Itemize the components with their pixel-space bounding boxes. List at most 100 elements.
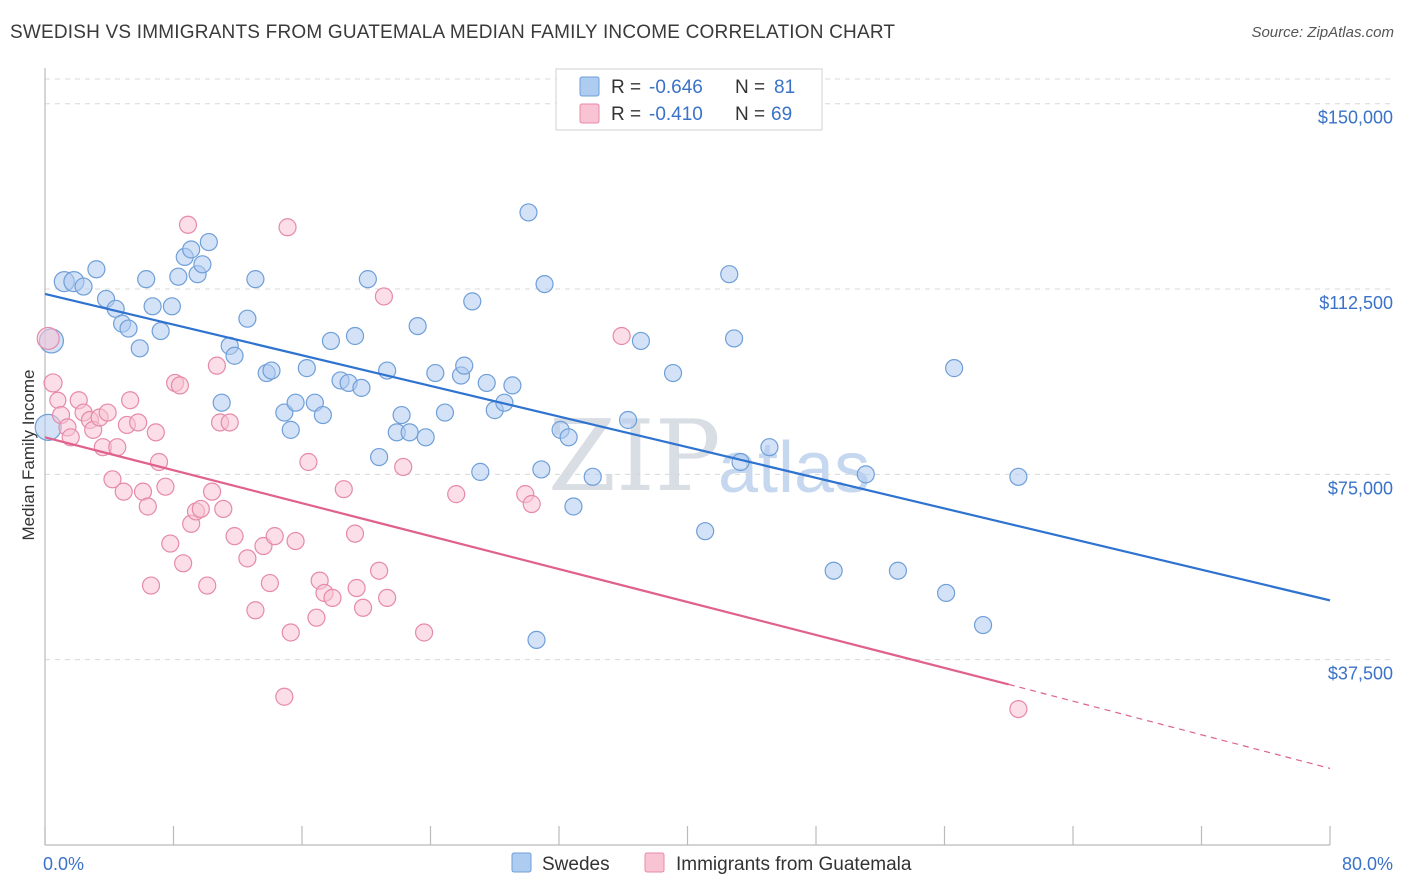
swedes-point bbox=[119, 319, 138, 338]
guatemala-point bbox=[353, 598, 373, 617]
grid-lines bbox=[45, 78, 1395, 661]
legend-n-value-guatemala: 69 bbox=[771, 104, 792, 125]
guatemala-point bbox=[214, 499, 233, 519]
swedes-point bbox=[1009, 467, 1028, 486]
legend-r-value-guatemala: -0.410 bbox=[649, 104, 703, 125]
guatemala-point bbox=[275, 687, 294, 706]
swedes-point bbox=[162, 297, 181, 316]
legend-box bbox=[555, 68, 823, 131]
guatemala-point bbox=[36, 326, 60, 351]
swedes-point bbox=[559, 428, 578, 447]
x-tick-labels: 0.0% 80.0% bbox=[43, 854, 1393, 874]
guatemala-point bbox=[103, 470, 122, 489]
legend-n-label-swedes: N = bbox=[735, 77, 765, 98]
legend-r-label-swedes: R = bbox=[611, 77, 641, 98]
series-legend: Swedes Immigrants from Guatemala bbox=[511, 852, 912, 875]
swedes-point bbox=[416, 428, 435, 447]
swedes-point bbox=[74, 277, 93, 296]
y-tick-label: $150,000 bbox=[1318, 108, 1393, 128]
swedes-point bbox=[760, 438, 779, 457]
guatemala-point bbox=[394, 457, 413, 477]
swedes-point bbox=[463, 292, 482, 311]
guatemala-point bbox=[61, 428, 80, 447]
swedes-trend-line bbox=[44, 292, 1331, 602]
swedes-point bbox=[262, 361, 281, 380]
swedes-point bbox=[182, 240, 201, 259]
y-tick-label: $37,500 bbox=[1328, 664, 1393, 684]
swedes-point bbox=[535, 274, 554, 294]
guatemala-trend-line bbox=[44, 436, 1010, 686]
y-tick-labels: $37,500 $75,000 $112,500 $150,000 bbox=[1318, 108, 1393, 684]
chart-title: SWEDISH VS IMMIGRANTS FROM GUATEMALA MED… bbox=[10, 22, 896, 43]
legend-n-value-swedes: 81 bbox=[774, 77, 795, 98]
guatemala-point bbox=[522, 494, 541, 514]
swedes-point bbox=[532, 460, 551, 479]
guatemala-point bbox=[246, 601, 265, 620]
legend-r-label-guatemala: R = bbox=[611, 104, 641, 125]
legend-swatch-guatemala bbox=[579, 103, 600, 124]
legend-r-value-swedes: -0.646 bbox=[649, 77, 703, 98]
guatemala-point bbox=[281, 623, 300, 642]
guatemala-point bbox=[141, 576, 161, 595]
swedes-point bbox=[238, 309, 257, 328]
swedes-point bbox=[696, 522, 715, 541]
guatemala-point bbox=[43, 373, 63, 393]
guatemala-point bbox=[347, 578, 366, 598]
swedes-point bbox=[527, 630, 546, 650]
correlation-legend: R = -0.646 N = 81 R = -0.410 N = 69 bbox=[555, 68, 823, 131]
guatemala-point bbox=[612, 326, 631, 346]
swedes-point bbox=[564, 497, 583, 516]
y-tick-label: $75,000 bbox=[1328, 478, 1393, 498]
swedes-point bbox=[856, 465, 875, 484]
swedes-point bbox=[477, 373, 496, 393]
guatemala-point bbox=[447, 485, 466, 504]
swedes-point bbox=[392, 405, 411, 425]
guatemala-point bbox=[156, 477, 175, 496]
swedes-point bbox=[345, 326, 365, 346]
swedes-point bbox=[313, 405, 332, 425]
guatemala-point bbox=[414, 623, 434, 642]
swedes-point bbox=[663, 363, 683, 383]
guatemala-point bbox=[345, 524, 365, 543]
swedes-point bbox=[583, 467, 602, 486]
trend-lines bbox=[44, 292, 1331, 769]
swedes-point bbox=[193, 255, 212, 274]
guatemala-point bbox=[299, 452, 318, 472]
x-tick-label: 80.0% bbox=[1342, 854, 1393, 874]
guatemala-point bbox=[278, 218, 297, 237]
axes bbox=[44, 68, 1331, 846]
guatemala-point bbox=[178, 215, 198, 234]
swedes-point bbox=[519, 203, 538, 222]
guatemala-point bbox=[286, 531, 305, 551]
swedes-point bbox=[151, 321, 170, 341]
bottom-legend-label-swedes: Swedes bbox=[542, 854, 610, 875]
guatemala-point bbox=[370, 561, 389, 580]
guatemala-point bbox=[334, 480, 353, 499]
swedes-point bbox=[435, 403, 455, 422]
legend-swatch-swedes bbox=[579, 76, 600, 97]
guatemala-point bbox=[307, 608, 326, 627]
swedes-point bbox=[455, 356, 474, 375]
guatemala-point bbox=[161, 534, 180, 553]
bottom-legend-label-guatemala: Immigrants from Guatemala bbox=[676, 854, 912, 875]
guatemala-point bbox=[174, 554, 193, 573]
swedes-point bbox=[169, 267, 188, 286]
y-axis-title: Median Family Income bbox=[19, 369, 38, 540]
data-points bbox=[34, 203, 1028, 719]
guatemala-point bbox=[146, 423, 165, 442]
guatemala-point bbox=[114, 482, 133, 501]
x-tick-label: 0.0% bbox=[43, 854, 84, 874]
swedes-point bbox=[199, 232, 218, 252]
guatemala-point bbox=[378, 588, 397, 608]
swedes-point bbox=[352, 378, 371, 397]
guatemala-point bbox=[98, 403, 117, 422]
guatemala-point bbox=[265, 527, 284, 546]
swedes-point bbox=[143, 297, 162, 316]
swedes-point bbox=[286, 393, 305, 412]
swedes-point bbox=[618, 410, 638, 430]
swedes-point bbox=[246, 270, 265, 289]
watermark: ZIP atlas bbox=[548, 400, 870, 514]
swedes-point bbox=[724, 329, 744, 348]
bottom-legend-swatch-swedes bbox=[511, 852, 532, 873]
